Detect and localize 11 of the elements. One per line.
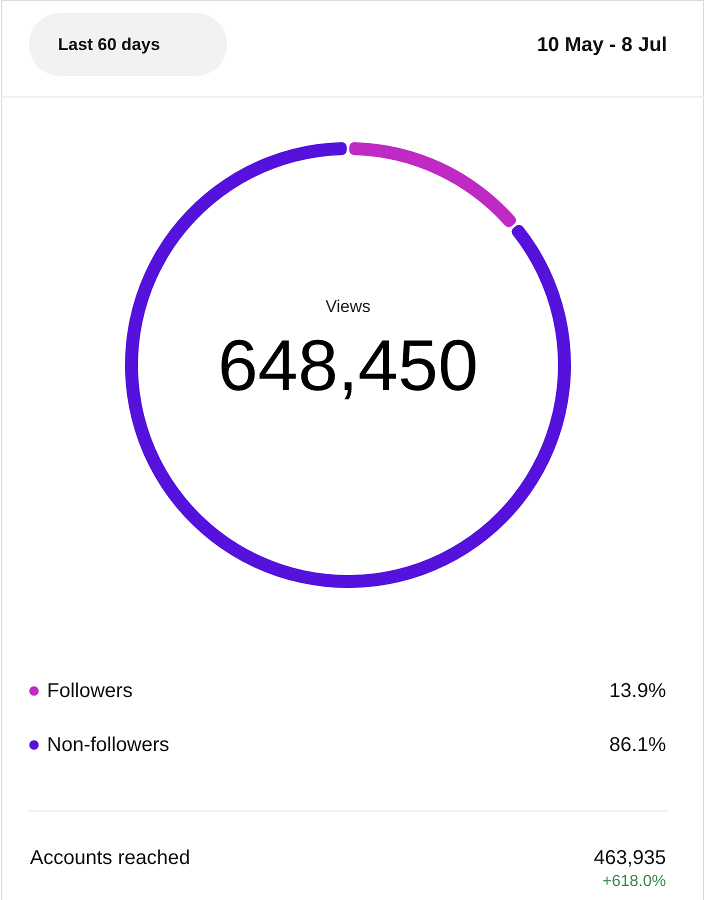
text: Accounts reached [30, 847, 190, 869]
text: Last 60 days [58, 35, 160, 54]
data-label: 86.1% [609, 734, 666, 756]
text: Views [325, 297, 371, 316]
text: +618.0% [602, 873, 666, 890]
legend-label: Followers [47, 680, 133, 702]
data-label: 13.9% [609, 680, 666, 702]
text: 648,450 [218, 326, 478, 406]
text: 463,935 [594, 847, 666, 869]
text: 10 May - 8 Jul [536, 34, 667, 56]
legend-label: Non-followers [47, 734, 170, 756]
